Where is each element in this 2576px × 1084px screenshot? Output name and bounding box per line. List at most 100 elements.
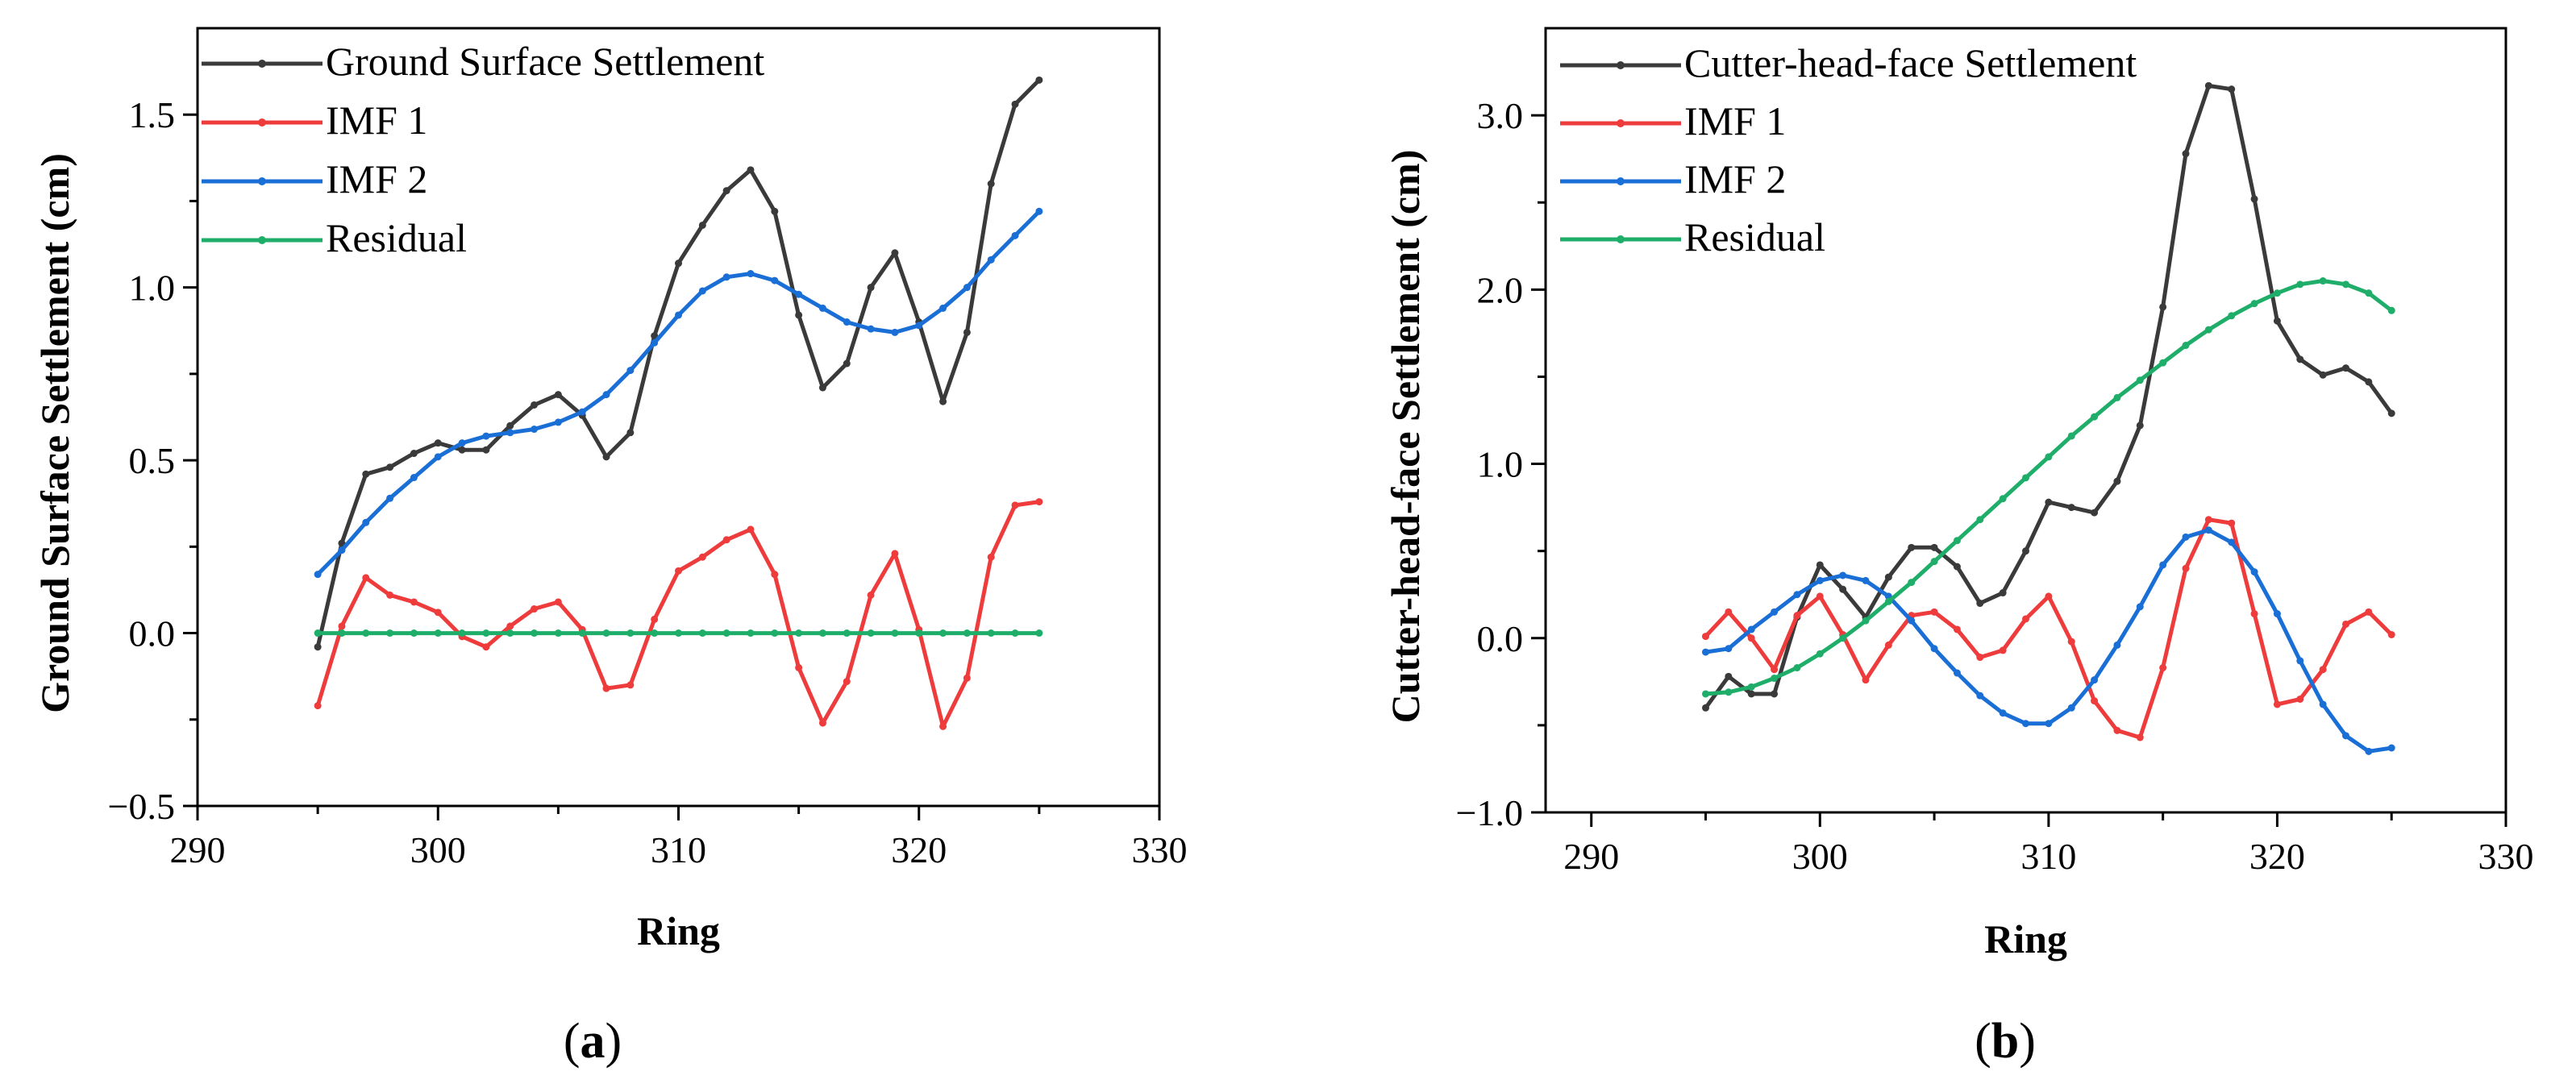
data-point: [1747, 683, 1755, 691]
data-point: [602, 629, 610, 638]
data-point: [482, 432, 490, 440]
data-point: [1999, 589, 2007, 597]
data-point: [1862, 576, 1870, 584]
data-point: [2365, 289, 2373, 297]
data-point: [698, 553, 706, 561]
data-point: [1747, 625, 1755, 633]
data-point: [314, 643, 322, 651]
data-point: [410, 629, 418, 638]
data-point: [2159, 561, 2167, 569]
data-point: [1725, 688, 1733, 696]
data-point: [314, 702, 322, 710]
data-point: [2091, 509, 2099, 517]
plot-frame: [196, 27, 1161, 808]
data-point: [963, 284, 971, 292]
data-point: [2342, 620, 2349, 628]
data-point: [818, 719, 826, 727]
data-point: [891, 629, 899, 638]
y-tick-label: 0.5: [129, 440, 176, 481]
caption-letter: a: [581, 1014, 606, 1069]
series-line-cutter-head-face-settlement: [1704, 83, 2394, 709]
caption-open-paren: (: [564, 1014, 581, 1069]
data-point: [602, 453, 610, 461]
data-point: [434, 629, 442, 638]
x-tick-label: 290: [1563, 836, 1619, 877]
data-point: [1702, 704, 1709, 712]
data-point: [2113, 477, 2121, 485]
data-point: [843, 629, 851, 638]
y-tick-label: −1.0: [1456, 792, 1523, 833]
data-point: [1953, 625, 1961, 633]
data-point: [795, 629, 803, 638]
data-point: [1793, 591, 1801, 599]
data-point: [2250, 300, 2258, 308]
data-point: [2387, 630, 2395, 638]
data-point: [1702, 690, 1709, 698]
data-point: [1816, 650, 1824, 658]
legend-marker: [1617, 119, 1625, 127]
data-point: [386, 463, 394, 471]
data-point: [1793, 664, 1801, 672]
data-point: [1725, 672, 1733, 680]
legend-marker: [258, 118, 266, 127]
data-point: [554, 391, 562, 399]
x-axis-title: Ring: [1984, 916, 2067, 961]
data-point: [2159, 359, 2167, 367]
legend-label: IMF 1: [326, 98, 427, 143]
data-point: [2387, 409, 2395, 417]
data-point: [1816, 576, 1824, 584]
y-tick-label: 1.0: [129, 268, 176, 309]
data-point: [2113, 726, 2121, 734]
data-point: [2022, 547, 2029, 555]
data-point: [2273, 289, 2281, 297]
data-point: [771, 276, 779, 284]
legend-marker: [258, 60, 266, 68]
data-point: [2387, 744, 2395, 752]
data-point: [2273, 317, 2281, 325]
data-point: [531, 629, 539, 638]
data-point: [2067, 638, 2075, 646]
data-point: [434, 439, 442, 447]
data-point: [1908, 543, 1916, 551]
data-point: [1953, 669, 1961, 677]
x-tick-label: 320: [891, 829, 947, 870]
data-point: [1862, 617, 1870, 625]
data-point: [362, 518, 370, 526]
data-point: [747, 166, 755, 174]
legend: Cutter-head-face Settlement IMF 1 IMF 2 Res…: [1560, 40, 2137, 260]
data-point: [410, 474, 418, 482]
data-point: [1035, 629, 1043, 638]
data-point: [867, 591, 875, 599]
data-point: [698, 287, 706, 295]
data-point: [939, 722, 947, 730]
data-point: [651, 338, 659, 347]
data-point: [1976, 654, 1984, 662]
data-point: [1771, 690, 1779, 698]
data-point: [362, 629, 370, 638]
data-point: [818, 384, 826, 392]
data-point: [1976, 692, 1984, 700]
data-point: [867, 629, 875, 638]
data-point: [2045, 453, 2053, 461]
data-point: [506, 622, 514, 630]
data-point: [2204, 516, 2212, 524]
data-point: [2022, 615, 2029, 623]
data-point: [2250, 610, 2258, 618]
x-tick-label: 300: [410, 829, 466, 870]
data-point: [771, 571, 779, 579]
data-point: [2067, 504, 2075, 512]
data-point: [1999, 646, 2007, 654]
data-point: [939, 629, 947, 638]
data-point: [771, 207, 779, 215]
data-point: [1976, 600, 1984, 608]
data-point: [987, 629, 995, 638]
data-point: [2319, 666, 2327, 674]
data-point: [362, 574, 370, 582]
data-point: [963, 629, 971, 638]
x-tick-label: 330: [2478, 836, 2534, 877]
data-point: [2136, 603, 2144, 611]
data-point: [747, 629, 755, 638]
data-point: [1839, 571, 1847, 579]
data-point: [482, 629, 490, 638]
